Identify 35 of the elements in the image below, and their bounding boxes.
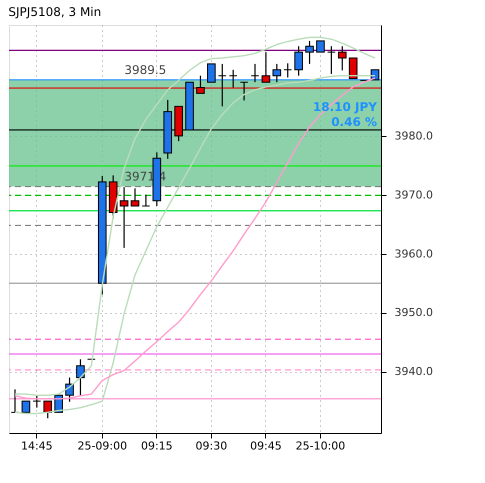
- chart-title: SJPJ5108, 3 Min: [8, 5, 102, 19]
- x-tick-label: 09:15: [140, 440, 173, 452]
- candlestick: [218, 63, 227, 107]
- candlestick: [250, 63, 260, 83]
- candlestick: [348, 58, 358, 80]
- candlestick: [262, 52, 270, 83]
- candlestick: [327, 46, 336, 75]
- candlestick: [76, 358, 85, 396]
- y-tick-label: 3980.0: [394, 129, 433, 142]
- ref-line-label: 3989.5: [124, 62, 166, 77]
- candlestick: [32, 394, 42, 408]
- candlestick: [228, 69, 238, 88]
- candlestick: [120, 186, 128, 248]
- candlestick: [305, 40, 314, 65]
- x-tick-label: 25-09:00: [77, 440, 128, 452]
- candlestick: [43, 400, 52, 419]
- candlestick: [338, 46, 347, 71]
- x-tick-label: 09:30: [196, 440, 228, 452]
- candlestick: [283, 62, 292, 78]
- x-tick-label: 09:45: [250, 440, 282, 452]
- x-tick-label: 25-10:00: [296, 440, 346, 452]
- y-tick-label: 3950.0: [394, 306, 433, 320]
- y-tick-label: 3960.0: [394, 247, 433, 260]
- candlestick: [207, 63, 216, 83]
- candlestick: [22, 400, 30, 413]
- x-tick-label: 14:45: [20, 440, 53, 452]
- candlestick: [316, 40, 325, 53]
- candlestick: [130, 188, 140, 207]
- candlestick: [240, 82, 248, 102]
- candlestick: [142, 194, 150, 207]
- y-tick-label: 3940.0: [394, 365, 433, 378]
- candlestick: [272, 63, 282, 83]
- candlestick: [294, 46, 303, 76]
- annotation: 0.46 %: [331, 114, 377, 129]
- y-tick-label: 3970.0: [394, 188, 433, 202]
